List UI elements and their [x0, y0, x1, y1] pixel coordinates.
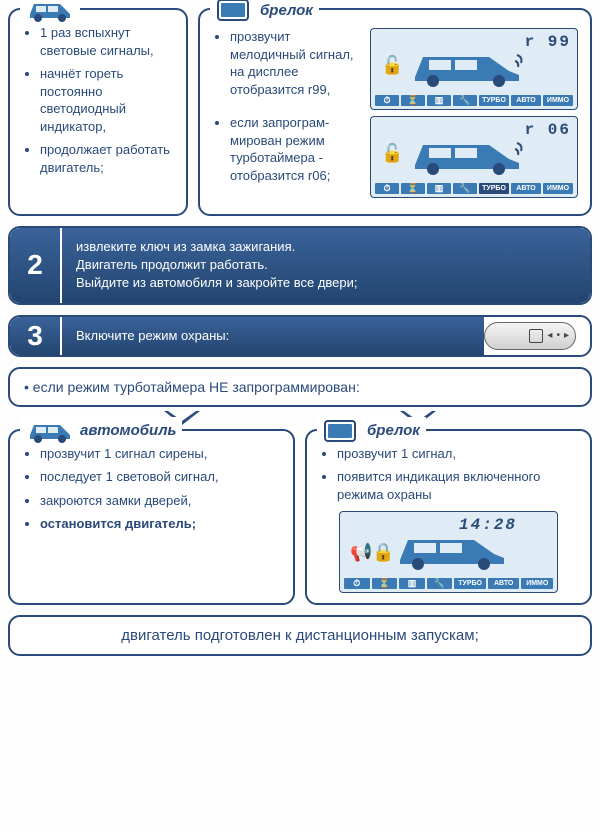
step-num-3: 3 [10, 317, 60, 355]
car-box-2: автомобиль прозвучит 1 сигнал сирены, по… [8, 429, 295, 606]
section-2: автомобиль прозвучит 1 сигнал сирены, по… [8, 429, 592, 606]
step-num-2: 2 [10, 228, 60, 303]
lcd-badges: ⏱⏳▥🔧 ТУРБО АВТО ИММО [344, 578, 553, 589]
footer: двигатель подготовлен к дистанционным за… [8, 615, 592, 656]
list-item: 1 раз вспыхнут световые сигналы, [40, 24, 174, 59]
lock-icon: 🔓 [381, 143, 403, 164]
fob-box-1: брелок прозвучит мелодичный сигнал, на д… [198, 8, 592, 216]
list-item: появится индикация включенного режима ох… [337, 468, 578, 503]
fob-list-2: прозвучит 1 сигнал, появится индикация в… [319, 445, 578, 504]
fob-list-1: прозвучит мелодичный сигнал, на дисплее … [212, 28, 362, 184]
list-item: прозвучит 1 сигнал сирены, [40, 445, 281, 463]
fob-header-1: брелок [260, 2, 313, 19]
list-item: начнёт гореть постоянно светодиодный инд… [40, 65, 174, 135]
car-icon [26, 0, 74, 24]
lcd-car-icon [409, 47, 529, 89]
list-item: прозвучит 1 сигнал, [337, 445, 578, 463]
list-item: если запрограм-мирован режим турботаймер… [230, 114, 362, 184]
list-item: продолжает работать двигатель; [40, 141, 174, 176]
car-list-2: прозвучит 1 сигнал сирены, последует 1 с… [22, 445, 281, 533]
list-item: последует 1 световой сигнал, [40, 468, 281, 486]
info-turbo: • если режим турботаймера НЕ запрограмми… [8, 367, 592, 407]
list-item: прозвучит мелодичный сигнал, на дисплее … [230, 28, 362, 98]
fob-tab-1: брелок [210, 0, 319, 24]
lcd-badges: ⏱⏳▥🔧 ТУРБО АВТО ИММО [375, 183, 573, 194]
car-list-1: 1 раз вспыхнут световые сигналы, начнёт … [22, 24, 174, 176]
fob-icon [323, 417, 361, 445]
list-item: закроются замки дверей, [40, 492, 281, 510]
car-tab-1 [20, 0, 80, 24]
remote-icon: ◂ • ▸ [484, 322, 576, 350]
step-text-3: Включите режим охраны: [60, 317, 484, 355]
list-item: остановится двигатель; [40, 515, 281, 533]
car-header-2: автомобиль [80, 422, 176, 439]
step-text-2: извлеките ключ из замка зажигания. Двига… [60, 228, 590, 303]
fob-tab-2: брелок [317, 417, 426, 445]
car-tab-2: автомобиль [20, 417, 182, 445]
lcd-code: r 06 [525, 121, 571, 139]
car-box-1: 1 раз вспыхнут световые сигналы, начнёт … [8, 8, 188, 216]
lcd-badges: ⏱⏳▥🔧 ТУРБО АВТО ИММО [375, 95, 573, 106]
step-2: 2 извлеките ключ из замка зажигания. Дви… [8, 226, 592, 305]
section-1: 1 раз вспыхнут световые сигналы, начнёт … [8, 8, 592, 216]
lock-icon: 📢🔒 [350, 542, 395, 563]
lcd-2: r 06 🔓 ⏱⏳▥🔧 ТУРБО АВТО ИММО [370, 116, 578, 198]
fob-box-2: брелок прозвучит 1 сигнал, появится инди… [305, 429, 592, 606]
fob-header-2: брелок [367, 422, 420, 439]
lcd-car-icon [394, 530, 514, 572]
step-3: 3 Включите режим охраны: ◂ • ▸ [8, 315, 592, 357]
lcd-1: r 99 🔓 ⏱⏳▥🔧 ТУРБО АВТО ИММО [370, 28, 578, 110]
car-icon [26, 417, 74, 445]
lcd-3: 14:28 📢🔒 ⏱⏳▥🔧 ТУРБО АВТО ИММО [339, 511, 558, 593]
lcd-code: r 99 [525, 33, 571, 51]
fob-icon [216, 0, 254, 24]
lock-icon: 🔓 [381, 55, 403, 76]
lcd-car-icon [409, 135, 529, 177]
